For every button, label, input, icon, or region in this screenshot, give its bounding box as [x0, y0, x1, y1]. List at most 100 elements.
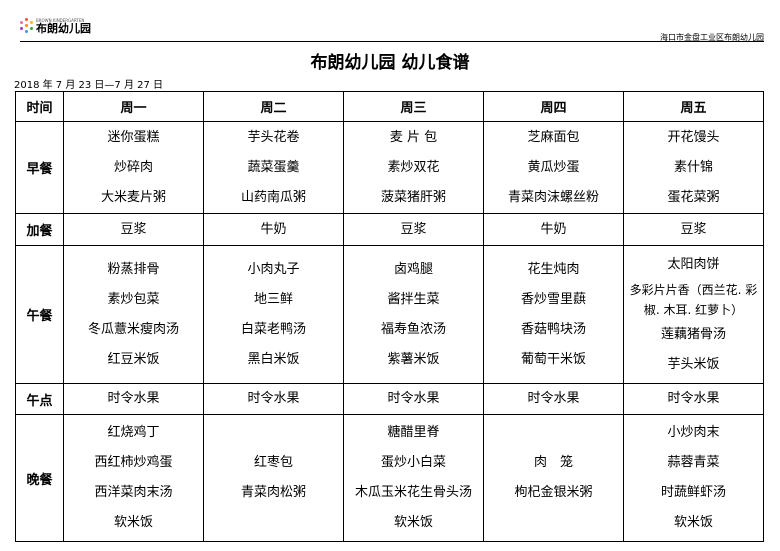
meal-slot-label: 午餐: [15, 245, 64, 384]
menu-item: 莲藕猪骨汤: [660, 326, 726, 342]
menu-item: 素什锦: [673, 159, 713, 175]
menu-item: 香菇鸭块汤: [520, 321, 586, 337]
menu-item: 时令水果: [107, 391, 160, 406]
column-header: 时间: [15, 91, 64, 122]
table-row: 午餐 粉蒸排骨 素炒包菜 冬瓜薏米瘦肉汤 红豆米饭 小肉丸子 地三鲜 白菜老鸭汤 黑白米饭 卤鸡腿…: [15, 245, 764, 384]
menu-cell: 时令水果: [203, 383, 344, 415]
column-header: 周一: [63, 91, 204, 122]
menu-item: 迷你蛋糕: [107, 129, 160, 145]
menu-item: 蒜蓉青菜: [667, 455, 720, 470]
menu-item: 地三鲜: [253, 291, 293, 307]
menu-cell: 时令水果: [343, 383, 484, 415]
header-divider: [20, 41, 764, 42]
menu-item: 小炒肉末: [667, 425, 720, 440]
menu-cell: 芝麻面包黄瓜炒蛋青菜肉沫螺丝粉: [483, 121, 624, 214]
menu-item: 豆浆: [120, 221, 147, 237]
menu-item: 红枣包: [253, 455, 293, 470]
menu-item: 牛奶: [260, 221, 287, 237]
menu-item: 香炒雪里蕻: [520, 291, 586, 307]
menu-item: 时令水果: [527, 391, 580, 406]
menu-cell: 豆浆: [63, 213, 204, 246]
menu-item: 福寿鱼浓汤: [380, 321, 446, 337]
menu-item: 软米饭: [673, 515, 713, 530]
menu-cell: 麦 片 包素炒双花菠菜猪肝粥: [343, 121, 484, 214]
meal-slot-label: 晚餐: [15, 414, 64, 542]
menu-item: 蔬菜蛋羹: [247, 159, 300, 175]
menu-item: 大米麦片粥: [100, 189, 166, 205]
menu-item: 素炒双花: [387, 159, 440, 175]
menu-item: 蛋炒小白菜: [380, 455, 446, 470]
column-header: 周三: [343, 91, 484, 122]
menu-table: 时间 周一 周二 周三 周四 周五 早餐 迷你蛋糕 炒碎肉 大米麦片粥 芋头花卷 蔬菜蛋羹 山药南瓜粥…: [15, 91, 764, 542]
logo-subtitle: BROWN KINDERGARTEN: [36, 18, 85, 23]
menu-item: 肉 笼: [533, 455, 573, 470]
menu-item: 麦 片 包: [389, 129, 438, 145]
logo: BROWN KINDERGARTEN 布朗幼儿园: [20, 18, 91, 34]
menu-item: 软米饭: [113, 515, 153, 530]
menu-item: 芋头花卷: [247, 129, 300, 145]
menu-item: 菠菜猪肝粥: [380, 189, 446, 205]
menu-cell: 时令水果: [63, 383, 204, 415]
menu-cell: 小炒肉末蒜蓉青菜时蔬鲜虾汤软米饭: [623, 414, 764, 542]
meal-slot-label: 午点: [15, 383, 64, 415]
menu-cell: 牛奶: [203, 213, 344, 246]
menu-item: 开花馒头: [667, 129, 720, 145]
menu-cell: 牛奶: [483, 213, 624, 246]
menu-item: 蛋花菜粥: [667, 189, 720, 205]
menu-item: 卤鸡腿: [393, 261, 433, 277]
menu-item: 青菜肉沫螺丝粉: [507, 189, 599, 205]
menu-item: 时令水果: [667, 391, 720, 406]
menu-item: 酱拌生菜: [387, 291, 440, 307]
menu-cell: 豆浆: [623, 213, 764, 246]
menu-cell: 迷你蛋糕炒碎肉大米麦片粥: [63, 121, 204, 214]
column-header: 周二: [203, 91, 344, 122]
menu-cell: 豆浆: [343, 213, 484, 246]
table-row: 晚餐 红烧鸡丁 西红柿炒鸡蛋 西洋菜肉末汤 软米饭 红枣包 青菜肉松粥 糖醋里脊 蛋炒小白菜 木瓜…: [15, 414, 764, 542]
menu-item: 软米饭: [393, 515, 433, 530]
school-address: 海口市金盘工业区布朗幼儿园: [660, 33, 764, 42]
menu-item: 芝麻面包: [527, 129, 580, 145]
menu-item: 炒碎肉: [113, 159, 153, 175]
menu-item: 山药南瓜粥: [240, 189, 306, 205]
logo-text: 布朗幼儿园: [36, 22, 91, 35]
page-title: 布朗幼儿园 幼儿食谱: [310, 53, 470, 73]
menu-cell: 花生炖肉香炒雪里蕻香菇鸭块汤葡萄干米饭: [483, 245, 624, 384]
menu-cell: 卤鸡腿酱拌生菜福寿鱼浓汤紫薯米饭: [343, 245, 484, 384]
menu-cell: 时令水果: [483, 383, 624, 415]
menu-cell: 太阳肉饼 多彩片片香（西兰花. 彩椒. 木耳. 红萝卜） 莲藕猪骨汤 芋头米饭: [623, 245, 764, 384]
column-header: 周五: [623, 91, 764, 122]
menu-cell: 红烧鸡丁西红柿炒鸡蛋 西洋菜肉末汤 软米饭: [63, 414, 204, 542]
meal-slot-label: 加餐: [15, 213, 64, 246]
menu-item: 花生炖肉: [527, 261, 580, 277]
menu-cell: 糖醋里脊 蛋炒小白菜 木瓜玉米花生骨头汤 软米饭: [343, 414, 484, 542]
menu-item: 西红柿炒鸡蛋: [94, 455, 173, 470]
menu-item: 葡萄干米饭: [520, 351, 586, 367]
menu-cell: 红枣包 青菜肉松粥: [203, 414, 344, 542]
table-row: 午点 时令水果 时令水果 时令水果 时令水果 时令水果: [15, 383, 764, 415]
menu-item: 枸杞金银米粥: [514, 485, 593, 500]
menu-item: 西洋菜肉末汤: [94, 485, 173, 500]
menu-item: 红烧鸡丁: [107, 425, 160, 440]
menu-item: 紫薯米饭: [387, 351, 440, 367]
menu-cell: 小肉丸子 地三鲜 白菜老鸭汤 黑白米饭: [203, 245, 344, 384]
menu-item: 牛奶: [540, 221, 567, 237]
meal-slot-label: 早餐: [15, 121, 64, 214]
menu-item: 豆浆: [400, 221, 427, 237]
menu-item: 小肉丸子: [247, 261, 300, 277]
menu-item: 时令水果: [247, 391, 300, 406]
date-range: 2018 年 7 月 23 日—7 月 27 日: [14, 80, 164, 91]
menu-item: 木瓜玉米花生骨头汤: [354, 485, 472, 500]
menu-item: 时令水果: [387, 391, 440, 406]
menu-item: 冬瓜薏米瘦肉汤: [87, 321, 179, 337]
menu-item: 多彩片片香（西兰花. 彩椒. 木耳. 红萝卜）: [629, 282, 758, 317]
menu-cell: 开花馒头素什锦蛋花菜粥: [623, 121, 764, 214]
logo-flower-icon: [20, 18, 34, 34]
menu-cell: 粉蒸排骨 素炒包菜 冬瓜薏米瘦肉汤 红豆米饭: [63, 245, 204, 384]
menu-item: 黄瓜炒蛋: [527, 159, 580, 175]
menu-cell: 肉 笼枸杞金银米粥: [483, 414, 624, 542]
menu-item: 芋头米饭: [667, 356, 720, 372]
menu-cell: 芋头花卷蔬菜蛋羹山药南瓜粥: [203, 121, 344, 214]
menu-item: 红豆米饭: [107, 351, 160, 367]
column-header: 周四: [483, 91, 624, 122]
menu-item: 时蔬鲜虾汤: [660, 485, 726, 500]
